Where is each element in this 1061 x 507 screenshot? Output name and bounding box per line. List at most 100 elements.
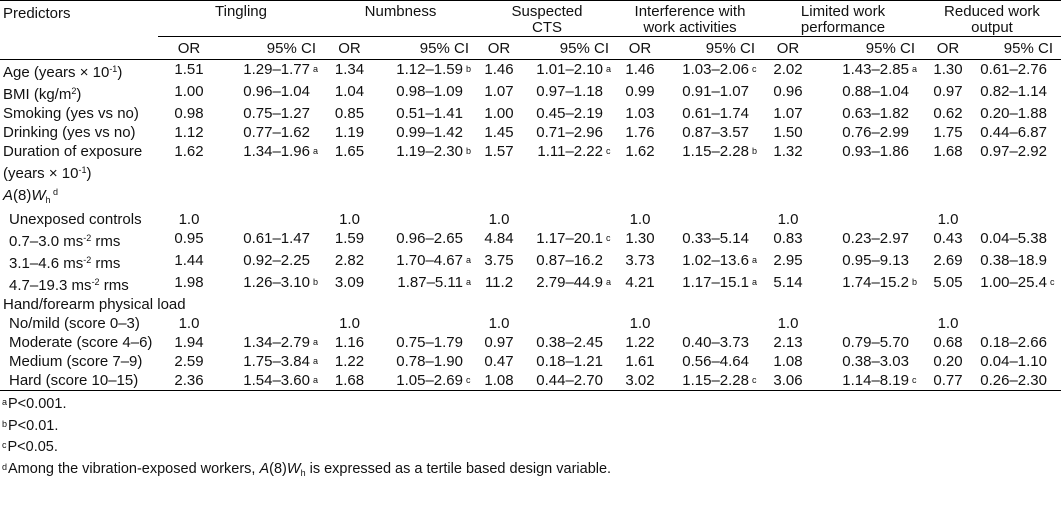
predictor-label: Unexposed controls — [9, 211, 142, 228]
or-value: 3.09 — [334, 274, 365, 291]
or-header-tingling: OR — [158, 36, 220, 60]
significance-mark: c — [1050, 277, 1055, 287]
or-value: 1.75 — [933, 124, 963, 141]
or-value: 1.0 — [178, 211, 200, 228]
significance-mark: a — [313, 146, 319, 156]
predictor-label: No/mild (score 0–3) — [9, 315, 140, 332]
significance-mark: c — [606, 146, 611, 156]
odds-ratio-table: Predictors Tingling Numbness Suspected CT… — [0, 0, 1061, 391]
or-value: 1.00 — [174, 83, 204, 100]
significance-mark: a — [606, 64, 612, 74]
ci-value — [521, 210, 617, 229]
footnotes: aP<0.001. bP<0.01. cP<0.05. dAmong the vibr… — [0, 391, 1061, 483]
significance-mark: c — [752, 375, 757, 385]
ci-value: 1.74–15.2 b — [842, 274, 918, 291]
ci-value: 0.79–5.70 — [842, 334, 909, 351]
ci-value: 0.75–1.79 — [396, 334, 463, 351]
ci-value — [220, 314, 324, 333]
or-value: 1.46 — [484, 61, 514, 78]
ci-value: 1.54–3.60 a — [243, 372, 319, 389]
ci-value: 0.18–2.66 — [980, 334, 1047, 351]
ci-value — [521, 314, 617, 333]
or-value: 1.44 — [174, 252, 204, 269]
or-header-limited-performance: OR — [763, 36, 813, 60]
group-header-tingling: Tingling — [158, 1, 324, 37]
or-value: 5.05 — [933, 274, 963, 291]
ci-header-limited-performance: 95% CI — [813, 36, 923, 60]
ci-value: 0.61–2.76 — [980, 61, 1047, 78]
or-value: 1.57 — [484, 143, 514, 160]
or-value: 3.02 — [625, 372, 655, 389]
ci-value: 0.04–5.38 — [980, 230, 1047, 247]
table-row: Unexposed controls 1.0 1.0 1.0 1.0 1.0 1.0 — [0, 210, 1061, 229]
ci-value — [375, 210, 477, 229]
ci-header-interference: 95% CI — [663, 36, 763, 60]
or-value: 5.14 — [773, 274, 803, 291]
footnote-mark: a — [2, 397, 8, 407]
ci-value: 1.17–20.1 c — [536, 230, 611, 247]
predictor-label: Smoking (yes vs no) — [3, 105, 139, 122]
ci-value: 1.34–1.96 a — [243, 143, 319, 160]
ci-value: 0.33–5.14 — [682, 230, 749, 247]
significance-mark: c — [606, 233, 611, 243]
section-row: A(8)Wh d — [0, 183, 1061, 210]
or-value: 1.30 — [625, 230, 655, 247]
ci-value: 0.75–1.27 — [243, 105, 310, 122]
ci-value: 0.23–2.97 — [842, 230, 909, 247]
significance-mark: a — [466, 277, 472, 287]
or-value: 1.0 — [178, 315, 200, 332]
or-value: 1.34 — [334, 61, 365, 78]
or-value: 1.0 — [488, 315, 510, 332]
or-value: 1.16 — [334, 334, 365, 351]
ci-value: 1.03–2.06 c — [682, 61, 757, 78]
significance-mark: b — [466, 146, 472, 156]
ci-value: 0.38–2.45 — [536, 334, 603, 351]
predictor-label: Duration of exposure (years × 10-1) — [3, 143, 143, 182]
or-value: 0.85 — [334, 105, 365, 122]
table-row: BMI (kg/m2) 1.00 0.96–1.04 1.04 0.98–1.09 1.0… — [0, 82, 1061, 104]
footnote: bP<0.01. — [0, 415, 1061, 437]
ci-value: 0.92–2.25 — [243, 252, 310, 269]
predictor-label: Age (years × 10-1) — [3, 64, 123, 81]
predictor-label: 4.7–19.3 ms-2 rms — [9, 277, 129, 294]
ci-value — [663, 314, 763, 333]
ci-value: 0.95–9.13 — [842, 252, 909, 269]
group-header-reduced-output: Reduced work output — [923, 1, 1061, 37]
or-header-numbness: OR — [324, 36, 375, 60]
ci-value: 1.00–25.4 c — [980, 274, 1055, 291]
ci-value: 0.56–4.64 — [682, 353, 749, 370]
ci-value: 0.45–2.19 — [536, 105, 603, 122]
significance-mark: b — [313, 277, 319, 287]
ci-header-numbness: 95% CI — [375, 36, 477, 60]
ci-value: 0.99–1.42 — [396, 124, 463, 141]
table-row: Hard (score 10–15) 2.36 1.54–3.60 a 1.68 1.05… — [0, 371, 1061, 391]
ci-value: 0.96–2.65 — [396, 230, 463, 247]
or-value: 2.69 — [933, 252, 963, 269]
or-value: 0.95 — [174, 230, 204, 247]
or-value: 1.98 — [174, 274, 204, 291]
or-value: 1.22 — [625, 334, 655, 351]
or-value: 2.02 — [773, 61, 803, 78]
ci-value: 0.61–1.74 — [682, 105, 749, 122]
ci-value — [813, 210, 923, 229]
or-value: 1.04 — [334, 83, 365, 100]
or-value: 2.13 — [773, 334, 803, 351]
ci-value: 0.51–1.41 — [396, 105, 463, 122]
ci-value: 1.15–2.28 b — [682, 143, 758, 160]
ci-value: 0.63–1.82 — [842, 105, 909, 122]
ci-value: 0.44–6.87 — [980, 124, 1047, 141]
or-value: 1.59 — [334, 230, 365, 247]
or-value: 1.62 — [174, 143, 204, 160]
significance-mark: c — [466, 375, 471, 385]
or-value: 1.30 — [933, 61, 963, 78]
predictor-label: Hand/forearm physical load — [3, 296, 186, 313]
ci-value: 1.43–2.85 a — [842, 61, 918, 78]
significance-mark: a — [466, 255, 472, 265]
footnote-text: P<0.001. — [8, 396, 67, 412]
or-value: 1.19 — [334, 124, 365, 141]
or-value: 1.0 — [339, 211, 360, 228]
or-value: 1.0 — [488, 211, 510, 228]
ci-value: 1.34–2.79 a — [243, 334, 319, 351]
or-value: 2.82 — [334, 252, 365, 269]
or-value: 2.59 — [174, 353, 204, 370]
